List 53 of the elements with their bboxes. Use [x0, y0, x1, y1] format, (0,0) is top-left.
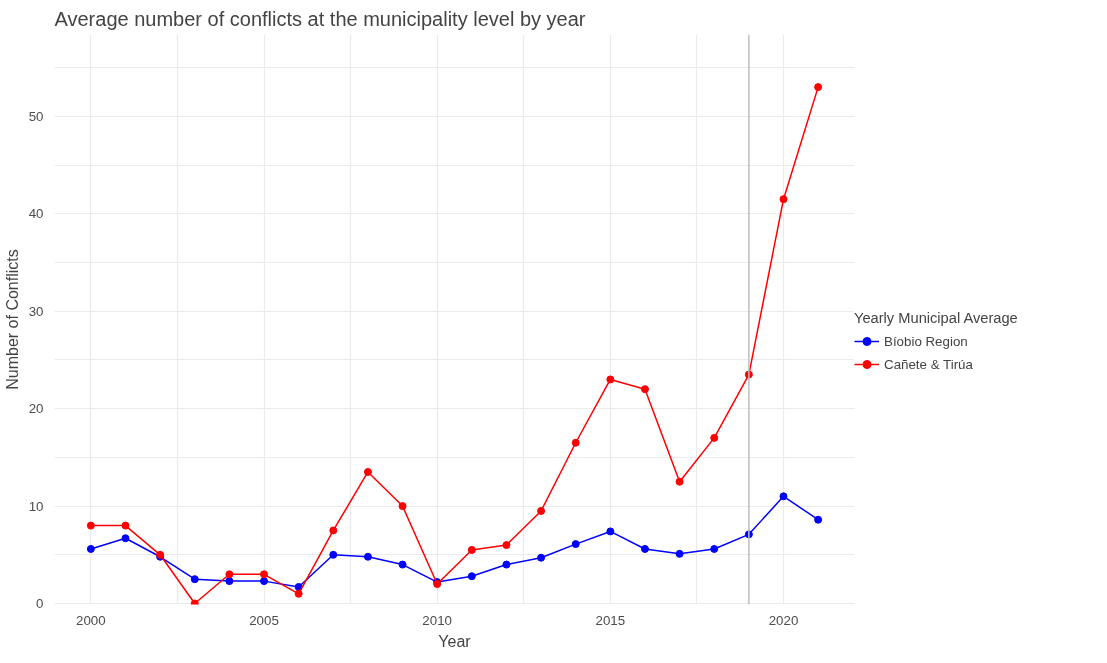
point [502, 541, 511, 550]
x-tick-label: 2010 [422, 612, 453, 628]
point [329, 526, 338, 535]
chart-title: Average number of conflicts at the municipality level by year [54, 7, 586, 30]
point [225, 570, 234, 579]
point [398, 560, 407, 569]
x-tick-label: 2015 [595, 612, 626, 628]
point [467, 572, 476, 581]
point [675, 477, 684, 486]
point [121, 521, 130, 530]
y-tick-label: 0 [36, 596, 44, 612]
point [814, 83, 823, 92]
x-tick-label: 2020 [768, 612, 799, 628]
y-tick-label: 30 [28, 303, 44, 319]
point [225, 577, 234, 586]
point [502, 560, 511, 569]
point [467, 545, 476, 554]
y-tick-label: 40 [28, 206, 44, 222]
point [710, 544, 719, 553]
point [640, 544, 649, 553]
legend-title: Yearly Municipal Average [854, 310, 1018, 326]
x-tick-label: 2005 [249, 612, 279, 628]
x-axis-title: Year [438, 632, 472, 650]
point [363, 552, 372, 561]
point [606, 527, 615, 536]
y-tick-label: 10 [28, 498, 44, 514]
y-tick-label: 50 [28, 108, 44, 124]
point [640, 385, 649, 394]
point [606, 375, 615, 384]
y-tick-label: 20 [28, 401, 44, 417]
point [121, 534, 130, 543]
point [675, 549, 684, 558]
point [537, 553, 546, 562]
y-axis-title: Number of Conflicts [3, 249, 21, 390]
point [710, 433, 719, 442]
point [329, 550, 338, 559]
point [260, 570, 269, 579]
point [260, 577, 269, 586]
point [779, 492, 788, 501]
point [779, 195, 788, 204]
point [86, 521, 95, 530]
point [571, 438, 580, 447]
point [86, 544, 95, 553]
point [571, 540, 580, 549]
legend-label: Bíobio Region [884, 333, 968, 349]
x-tick-label: 2000 [76, 612, 106, 628]
point [537, 506, 546, 515]
point [398, 502, 407, 511]
point [363, 467, 372, 476]
point [294, 589, 303, 598]
point [814, 515, 823, 524]
point [190, 575, 199, 584]
legend-label: Cañete & Tirúa [884, 356, 973, 372]
